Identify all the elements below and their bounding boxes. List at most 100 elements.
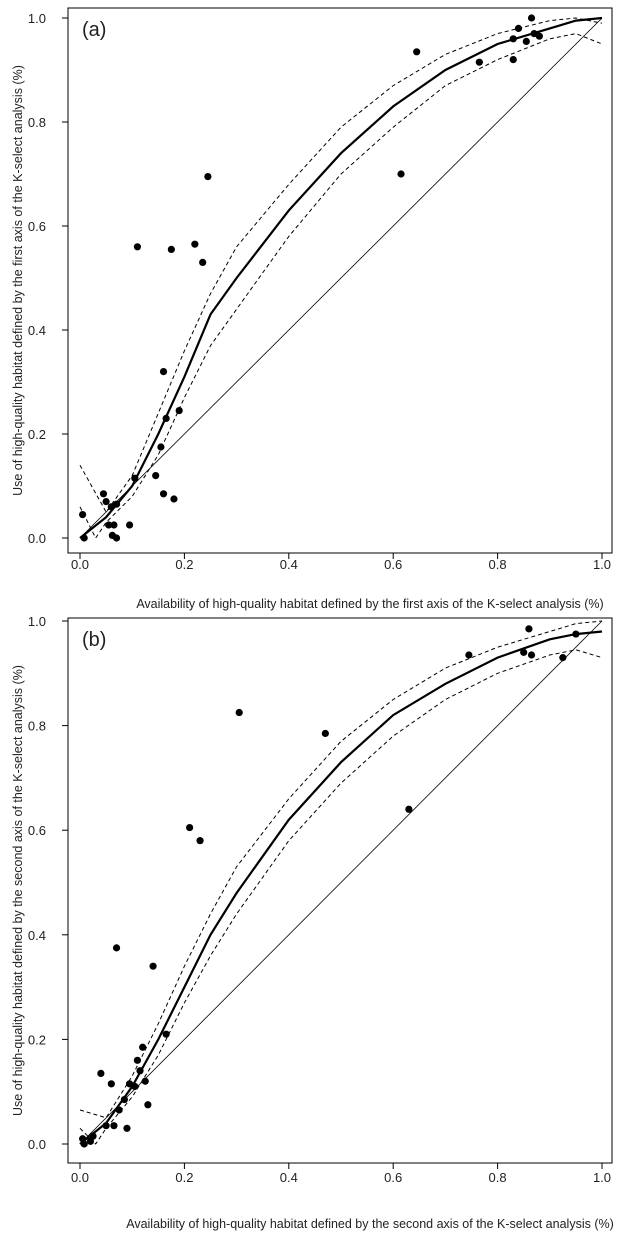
y-tick-label: 0.2 xyxy=(28,1032,46,1047)
x-tick-label: 0.0 xyxy=(71,1170,89,1185)
y-tick-label: 0.0 xyxy=(28,531,46,546)
data-point xyxy=(162,414,170,422)
data-point xyxy=(235,708,243,717)
panel-label: (b) xyxy=(82,629,106,651)
x-tick-label: 0.8 xyxy=(489,557,507,572)
x-tick-label: 0.2 xyxy=(175,1170,193,1185)
data-point xyxy=(115,1106,123,1114)
data-point xyxy=(139,1043,147,1051)
x-tick-label: 0.6 xyxy=(384,1170,402,1185)
data-point xyxy=(112,500,121,508)
data-point xyxy=(97,1069,105,1077)
data-point xyxy=(413,48,421,56)
data-point xyxy=(514,24,523,32)
data-point xyxy=(186,823,194,832)
x-axis-title: Availability of high-quality habitat def… xyxy=(126,1217,614,1231)
data-point xyxy=(167,245,175,253)
data-point xyxy=(131,1082,139,1091)
ci-lower-curve xyxy=(79,33,603,539)
data-point xyxy=(520,648,528,656)
y-tick-label: 0.6 xyxy=(28,823,46,838)
y-axis-title: Use of high-quality habitat defined by t… xyxy=(11,65,25,496)
y-tick-label: 1.0 xyxy=(28,11,46,26)
data-point xyxy=(535,32,543,40)
ci-upper-curve xyxy=(79,17,603,513)
data-point xyxy=(522,37,530,46)
y-tick-label: 0.4 xyxy=(28,323,46,338)
data-point xyxy=(397,170,405,178)
data-point xyxy=(120,1095,128,1104)
x-tick-label: 0.4 xyxy=(280,557,298,572)
data-point xyxy=(527,651,536,659)
data-point xyxy=(159,490,168,498)
x-axis-title: Availability of high-quality habitat def… xyxy=(136,597,603,611)
data-point xyxy=(149,962,157,970)
plot-frame xyxy=(67,617,613,1164)
data-point xyxy=(152,472,160,480)
panel-a: 0.0 0.2 0.4 0.6 0.8 1.0 0.0 0.2 0.4 0.6 0.8 1.0 Avai… xyxy=(11,7,613,611)
data-point xyxy=(133,243,142,251)
x-tick-label: 0.4 xyxy=(280,1170,298,1185)
y-tick-label: 0.0 xyxy=(28,1137,46,1152)
data-point xyxy=(559,654,567,662)
reference-line xyxy=(79,17,603,539)
data-point xyxy=(191,240,199,248)
data-point xyxy=(141,1077,149,1085)
data-point xyxy=(527,14,536,22)
ci-lower-curve xyxy=(79,649,603,1145)
data-point xyxy=(321,729,329,738)
data-point xyxy=(157,443,165,451)
data-point xyxy=(110,521,118,529)
reference-line xyxy=(79,620,603,1145)
x-tick-label: 1.0 xyxy=(593,1170,611,1185)
data-point xyxy=(509,56,517,64)
data-point xyxy=(89,1132,97,1140)
ci-upper-curve xyxy=(79,620,603,1119)
y-tick-label: 0.2 xyxy=(28,427,46,442)
data-point xyxy=(136,1067,144,1075)
y-tick-label: 0.8 xyxy=(28,115,46,130)
data-point xyxy=(133,1056,142,1064)
data-point xyxy=(144,1101,152,1109)
data-point xyxy=(199,258,207,266)
data-point xyxy=(162,1030,170,1038)
data-point xyxy=(525,625,533,633)
y-tick-label: 1.0 xyxy=(28,614,46,629)
x-tick-label: 0.6 xyxy=(384,557,402,572)
data-point xyxy=(123,1124,131,1132)
x-tick-label: 1.0 xyxy=(593,557,611,572)
data-point xyxy=(110,1122,118,1130)
data-point xyxy=(99,490,108,498)
data-point xyxy=(509,35,517,43)
y-tick-label: 0.4 xyxy=(28,928,46,943)
fitted-curve xyxy=(79,630,603,1145)
data-point xyxy=(475,58,483,66)
data-point xyxy=(196,837,204,845)
data-point xyxy=(102,498,110,506)
data-point xyxy=(175,407,183,415)
y-axis-title: Use of high-quality habitat defined by t… xyxy=(11,665,25,1116)
data-point xyxy=(204,173,212,181)
data-point xyxy=(79,510,87,519)
data-point xyxy=(465,651,473,659)
x-tick-label: 0.2 xyxy=(175,557,193,572)
data-point xyxy=(572,630,580,638)
panel-b: 0.0 0.2 0.4 0.6 0.8 1.0 0.0 0.2 0.4 0.6 0.8 1.0 Avai… xyxy=(11,614,614,1231)
data-point xyxy=(170,495,178,503)
data-point xyxy=(105,521,113,529)
panel-label: (a) xyxy=(82,19,106,41)
data-point xyxy=(131,474,139,482)
data-point xyxy=(112,944,121,952)
y-tick-label: 0.6 xyxy=(28,219,46,234)
data-point xyxy=(80,1140,88,1148)
x-tick-label: 0.8 xyxy=(489,1170,507,1185)
data-point xyxy=(125,521,134,529)
data-point xyxy=(80,534,88,542)
data-point xyxy=(405,805,413,813)
x-tick-label: 0.0 xyxy=(71,557,89,572)
data-point xyxy=(159,368,168,376)
data-point xyxy=(112,534,121,542)
y-tick-label: 0.8 xyxy=(28,719,46,734)
data-point xyxy=(107,1080,115,1088)
